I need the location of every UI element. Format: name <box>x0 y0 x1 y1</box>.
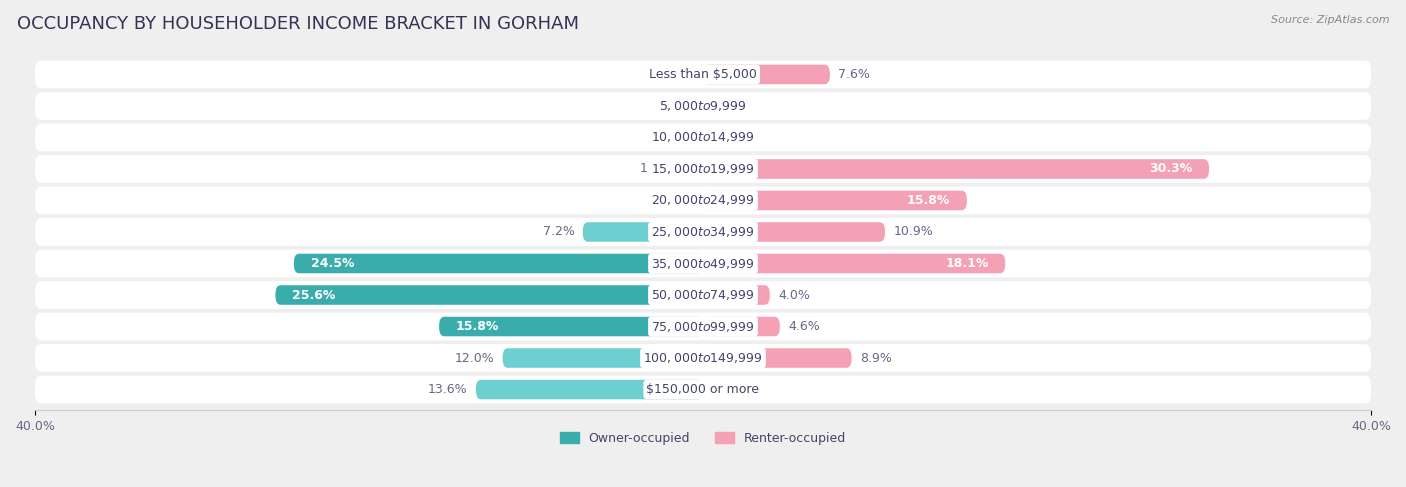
FancyBboxPatch shape <box>35 375 1371 403</box>
FancyBboxPatch shape <box>35 155 1371 183</box>
FancyBboxPatch shape <box>35 92 1371 120</box>
Text: 8.9%: 8.9% <box>860 352 891 365</box>
FancyBboxPatch shape <box>35 281 1371 309</box>
Text: 24.5%: 24.5% <box>311 257 354 270</box>
Text: $10,000 to $14,999: $10,000 to $14,999 <box>651 131 755 145</box>
Text: 30.3%: 30.3% <box>1149 163 1192 175</box>
FancyBboxPatch shape <box>35 218 1371 246</box>
Text: 0.0%: 0.0% <box>662 131 695 144</box>
FancyBboxPatch shape <box>35 124 1371 151</box>
FancyBboxPatch shape <box>35 60 1371 88</box>
Text: $50,000 to $74,999: $50,000 to $74,999 <box>651 288 755 302</box>
FancyBboxPatch shape <box>703 254 1005 273</box>
Text: 7.2%: 7.2% <box>543 225 575 239</box>
Text: $100,000 to $149,999: $100,000 to $149,999 <box>644 351 762 365</box>
FancyBboxPatch shape <box>35 250 1371 278</box>
FancyBboxPatch shape <box>703 65 830 84</box>
FancyBboxPatch shape <box>439 317 703 337</box>
Text: 0.0%: 0.0% <box>662 194 695 207</box>
Text: 4.0%: 4.0% <box>778 288 810 301</box>
Text: $35,000 to $49,999: $35,000 to $49,999 <box>651 257 755 270</box>
FancyBboxPatch shape <box>703 159 1209 179</box>
Text: 1.4%: 1.4% <box>640 163 671 175</box>
Text: 0.0%: 0.0% <box>662 68 695 81</box>
FancyBboxPatch shape <box>582 222 703 242</box>
FancyBboxPatch shape <box>703 317 780 337</box>
FancyBboxPatch shape <box>35 344 1371 372</box>
Text: Source: ZipAtlas.com: Source: ZipAtlas.com <box>1271 15 1389 25</box>
FancyBboxPatch shape <box>502 348 703 368</box>
Text: 15.8%: 15.8% <box>907 194 950 207</box>
Text: $25,000 to $34,999: $25,000 to $34,999 <box>651 225 755 239</box>
Text: 13.6%: 13.6% <box>427 383 468 396</box>
Text: 12.0%: 12.0% <box>454 352 495 365</box>
Text: 7.6%: 7.6% <box>838 68 870 81</box>
FancyBboxPatch shape <box>703 285 770 305</box>
FancyBboxPatch shape <box>35 313 1371 340</box>
FancyBboxPatch shape <box>703 191 967 210</box>
Text: Less than $5,000: Less than $5,000 <box>650 68 756 81</box>
Text: $5,000 to $9,999: $5,000 to $9,999 <box>659 99 747 113</box>
Text: 0.0%: 0.0% <box>711 131 744 144</box>
Text: 0.0%: 0.0% <box>662 99 695 112</box>
FancyBboxPatch shape <box>35 187 1371 214</box>
Text: $150,000 or more: $150,000 or more <box>647 383 759 396</box>
FancyBboxPatch shape <box>475 380 703 399</box>
Text: OCCUPANCY BY HOUSEHOLDER INCOME BRACKET IN GORHAM: OCCUPANCY BY HOUSEHOLDER INCOME BRACKET … <box>17 15 579 33</box>
FancyBboxPatch shape <box>294 254 703 273</box>
Text: 0.0%: 0.0% <box>711 383 744 396</box>
Text: $20,000 to $24,999: $20,000 to $24,999 <box>651 193 755 207</box>
Text: $75,000 to $99,999: $75,000 to $99,999 <box>651 319 755 334</box>
Text: 4.6%: 4.6% <box>789 320 820 333</box>
Text: 0.0%: 0.0% <box>711 99 744 112</box>
FancyBboxPatch shape <box>276 285 703 305</box>
FancyBboxPatch shape <box>679 159 703 179</box>
Text: $15,000 to $19,999: $15,000 to $19,999 <box>651 162 755 176</box>
Text: 15.8%: 15.8% <box>456 320 499 333</box>
Text: 10.9%: 10.9% <box>893 225 934 239</box>
Legend: Owner-occupied, Renter-occupied: Owner-occupied, Renter-occupied <box>555 427 851 450</box>
Text: 25.6%: 25.6% <box>292 288 336 301</box>
Text: 18.1%: 18.1% <box>945 257 988 270</box>
FancyBboxPatch shape <box>703 348 852 368</box>
FancyBboxPatch shape <box>703 222 884 242</box>
